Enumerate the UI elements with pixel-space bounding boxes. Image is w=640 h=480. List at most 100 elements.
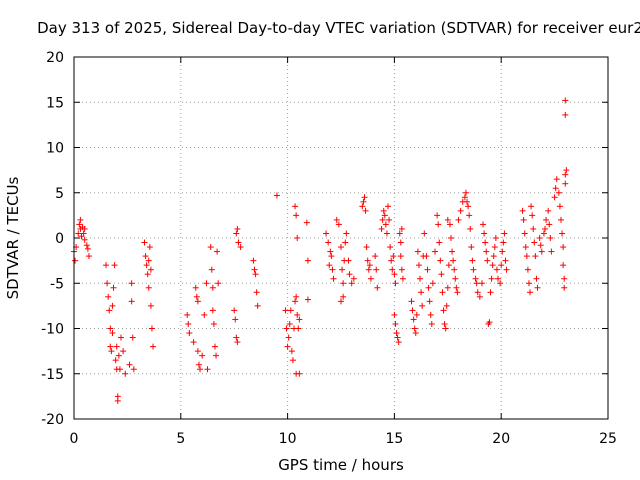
data-point bbox=[184, 311, 191, 318]
data-point bbox=[250, 257, 257, 264]
data-point bbox=[415, 262, 422, 269]
data-point bbox=[143, 262, 150, 269]
data-point bbox=[105, 293, 112, 300]
data-point bbox=[473, 280, 480, 287]
data-point bbox=[365, 266, 372, 273]
data-point bbox=[141, 239, 148, 246]
data-point bbox=[130, 366, 137, 373]
data-point bbox=[85, 253, 92, 260]
data-point bbox=[192, 284, 199, 291]
data-point bbox=[292, 298, 299, 305]
data-point bbox=[466, 212, 473, 219]
data-point bbox=[234, 339, 241, 346]
data-point bbox=[386, 216, 393, 223]
data-point bbox=[450, 257, 457, 264]
data-point bbox=[283, 325, 290, 332]
data-point bbox=[398, 225, 405, 232]
data-point bbox=[388, 257, 395, 264]
data-point bbox=[449, 248, 456, 255]
data-point bbox=[478, 280, 485, 287]
data-point bbox=[380, 207, 387, 214]
data-point bbox=[444, 216, 451, 223]
data-point bbox=[412, 330, 419, 337]
data-point bbox=[490, 253, 497, 260]
data-point bbox=[521, 230, 528, 237]
data-point bbox=[438, 271, 445, 278]
data-point bbox=[397, 253, 404, 260]
data-point bbox=[214, 248, 221, 255]
data-point bbox=[185, 320, 192, 327]
data-point bbox=[284, 343, 291, 350]
data-point bbox=[378, 225, 385, 232]
data-point bbox=[556, 203, 563, 210]
data-point bbox=[393, 330, 400, 337]
data-point bbox=[339, 266, 346, 273]
data-point bbox=[492, 235, 499, 241]
data-point bbox=[327, 248, 334, 255]
data-point bbox=[434, 212, 441, 219]
data-point bbox=[453, 284, 460, 291]
data-point bbox=[346, 271, 353, 278]
data-point bbox=[145, 257, 152, 264]
data-point bbox=[294, 235, 301, 241]
data-point bbox=[193, 293, 200, 300]
data-point bbox=[117, 334, 124, 341]
y-tick-label: 5 bbox=[55, 186, 64, 202]
y-tick-label: -15 bbox=[41, 367, 64, 383]
data-point bbox=[203, 280, 210, 287]
data-point bbox=[126, 361, 133, 368]
data-point bbox=[538, 248, 545, 255]
data-point bbox=[145, 284, 152, 291]
data-point bbox=[487, 289, 494, 296]
y-tick-label: 10 bbox=[46, 141, 64, 157]
data-point bbox=[195, 361, 202, 368]
data-point bbox=[395, 339, 402, 346]
data-point bbox=[533, 275, 540, 282]
data-point bbox=[431, 248, 438, 255]
data-point bbox=[340, 293, 347, 300]
data-point bbox=[561, 284, 568, 291]
data-point bbox=[483, 248, 490, 255]
data-point bbox=[414, 248, 421, 255]
data-point bbox=[558, 216, 565, 223]
data-point bbox=[107, 343, 114, 350]
data-point bbox=[396, 230, 403, 237]
data-point bbox=[398, 266, 405, 273]
grid-lines bbox=[74, 57, 608, 419]
data-point bbox=[541, 225, 548, 232]
data-point bbox=[562, 97, 569, 104]
data-point bbox=[389, 266, 396, 273]
data-point bbox=[109, 330, 116, 337]
data-point bbox=[519, 207, 526, 214]
data-point bbox=[484, 257, 491, 264]
data-point bbox=[426, 298, 433, 305]
data-point bbox=[444, 284, 451, 291]
data-point bbox=[392, 320, 399, 327]
data-point bbox=[325, 239, 332, 246]
data-point bbox=[207, 244, 214, 251]
data-point bbox=[381, 212, 388, 219]
data-point bbox=[286, 320, 293, 327]
data-point bbox=[436, 239, 443, 246]
data-point bbox=[417, 275, 424, 282]
data-point bbox=[413, 311, 420, 318]
data-point bbox=[527, 289, 534, 296]
data-point bbox=[338, 298, 344, 305]
data-point bbox=[480, 221, 487, 228]
data-point bbox=[359, 203, 366, 210]
data-point bbox=[455, 216, 462, 223]
data-point bbox=[110, 284, 117, 291]
chart-title: Day 313 of 2025, Sidereal Day-to-day VTE… bbox=[37, 19, 640, 37]
data-point bbox=[560, 262, 567, 269]
data-point bbox=[525, 280, 532, 287]
data-point bbox=[343, 230, 350, 237]
data-point bbox=[419, 302, 426, 309]
data-point bbox=[75, 230, 82, 237]
data-point bbox=[292, 203, 299, 210]
data-point bbox=[233, 334, 240, 341]
data-point bbox=[109, 302, 116, 309]
data-point bbox=[502, 257, 509, 264]
data-point bbox=[84, 245, 91, 252]
data-point bbox=[194, 298, 201, 305]
data-point bbox=[488, 275, 495, 282]
